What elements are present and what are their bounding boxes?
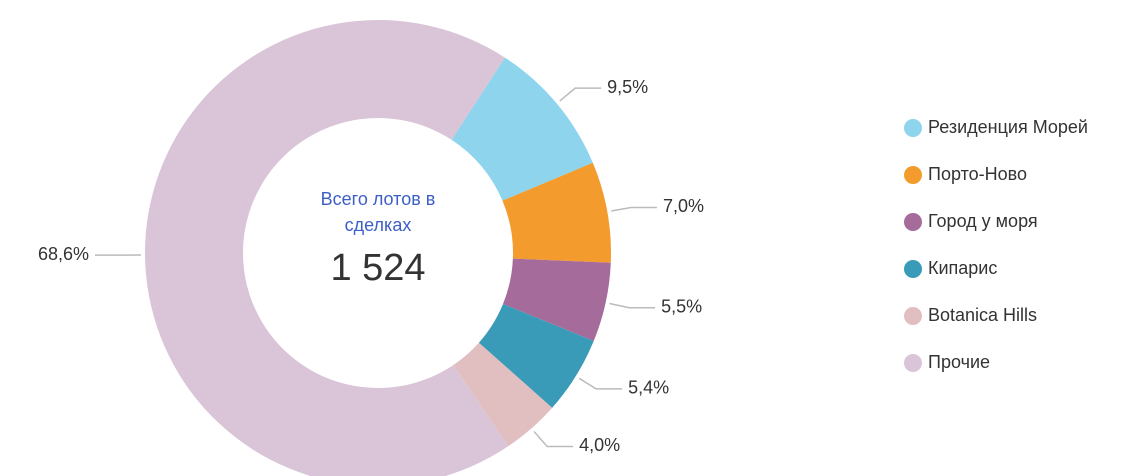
- data-label: 5,4%: [628, 378, 669, 398]
- legend-swatch: [904, 166, 922, 184]
- donut-slice: [453, 342, 553, 447]
- legend-label: Botanica Hills: [928, 305, 1037, 325]
- legend-swatch: [904, 260, 922, 278]
- legend-swatch: [904, 119, 922, 137]
- data-label: 9,5%: [607, 77, 648, 97]
- legend-swatch: [904, 354, 922, 372]
- data-label: 7,0%: [663, 196, 704, 216]
- data-label: 5,5%: [661, 296, 702, 316]
- donut-slice: [451, 57, 593, 201]
- leader-line: [578, 377, 623, 390]
- donut-slice: [145, 20, 509, 476]
- donut-slice: [502, 258, 611, 342]
- legend-label: Резиденция Морей: [928, 117, 1088, 137]
- legend-label: Город у моря: [928, 211, 1038, 231]
- leader-line: [559, 87, 602, 102]
- donut-slice: [478, 304, 594, 408]
- legend-swatch: [904, 213, 922, 231]
- legend-label: Кипарис: [928, 258, 997, 278]
- data-label: 68,6%: [38, 244, 89, 264]
- leader-line: [609, 302, 656, 309]
- center-value: 1 524: [330, 247, 425, 289]
- legend-label: Прочие: [928, 352, 990, 372]
- donut-slice: [502, 162, 611, 263]
- legend-swatch: [904, 307, 922, 325]
- legend-label: Порто-Ново: [928, 164, 1027, 184]
- leader-line: [533, 430, 574, 448]
- leader-line: [611, 206, 657, 212]
- center-label: Всего лотов в сделках: [321, 189, 436, 235]
- data-label: 4,0%: [579, 435, 620, 455]
